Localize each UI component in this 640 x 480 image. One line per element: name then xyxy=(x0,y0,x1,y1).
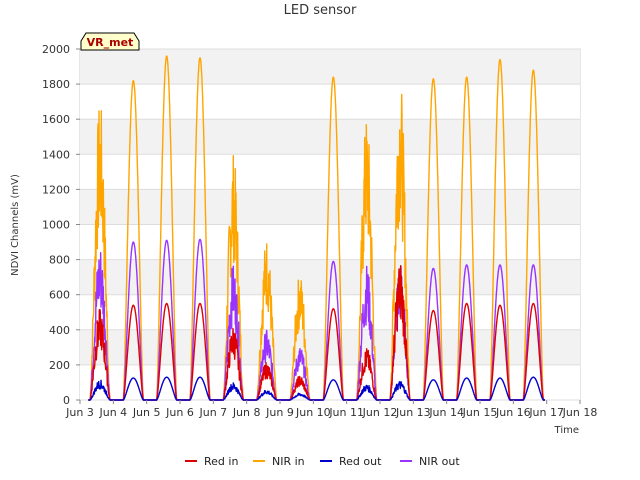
band xyxy=(80,329,580,365)
y-tick-label: 200 xyxy=(49,359,70,372)
x-tick-label: Jun 10 xyxy=(295,406,331,419)
band xyxy=(80,84,580,120)
legend-label: Red out xyxy=(339,455,382,468)
y-tick-label: 600 xyxy=(49,289,70,302)
x-tick-label: Jun 18 xyxy=(562,406,598,419)
x-tick-label: Jun 6 xyxy=(165,406,194,419)
y-tick-label: 1200 xyxy=(42,183,70,196)
badge-label: VR_met xyxy=(87,36,134,49)
legend-label: Red in xyxy=(204,455,238,468)
x-tick-label: Jun 11 xyxy=(328,406,364,419)
y-tick-label: 0 xyxy=(63,394,70,407)
legend-label: NIR in xyxy=(272,455,305,468)
x-tick-label: Jun 3 xyxy=(65,406,94,419)
y-tick-label: 1000 xyxy=(42,219,70,232)
series-layer xyxy=(87,55,546,401)
band xyxy=(80,189,580,225)
y-tick-label: 1400 xyxy=(42,148,70,161)
x-tick-label: Jun 14 xyxy=(428,406,464,419)
y-tick-label: 800 xyxy=(49,254,70,267)
x-tick-label: Jun 16 xyxy=(495,406,531,419)
band xyxy=(80,154,580,190)
x-tick-label: Jun 7 xyxy=(198,406,227,419)
x-tick-label: Jun 13 xyxy=(395,406,431,419)
vr-met-badge: VR_met xyxy=(80,32,140,51)
x-tick-label: Jun 9 xyxy=(265,406,294,419)
x-tick-label: Jun 5 xyxy=(132,406,161,419)
series-line-red-out xyxy=(87,376,546,401)
x-tick-label: Jun 8 xyxy=(232,406,261,419)
y-tick-label: 1800 xyxy=(42,78,70,91)
x-axis-label: Time xyxy=(554,425,579,436)
y-axis-ticks: 0 200 400 600 800 1000 1200 1400 1600 1800 2000 xyxy=(42,43,80,407)
y-tick-label: 400 xyxy=(49,324,70,337)
x-tick-label: Jun 12 xyxy=(362,406,398,419)
chart-title: LED sensor xyxy=(284,3,357,18)
legend: Red in NIR in Red out NIR out xyxy=(185,455,460,468)
x-tick-label: Jun 4 xyxy=(98,406,127,419)
band xyxy=(80,224,580,260)
y-axis-label: NDVI Channels (mV) xyxy=(10,174,21,276)
badge-shape xyxy=(80,32,140,51)
x-tick-label: Jun 15 xyxy=(462,406,498,419)
band xyxy=(80,49,580,85)
y-tick-label: 1600 xyxy=(42,113,70,126)
x-axis-ticks: Jun 3 Jun 4 Jun 5 Jun 6 Jun 7 Jun 8 Jun 9 Jun 1… xyxy=(65,400,597,419)
x-tick-label: Jun 17 xyxy=(528,406,564,419)
y-tick-label: 2000 xyxy=(42,43,70,56)
legend-label: NIR out xyxy=(419,455,460,468)
